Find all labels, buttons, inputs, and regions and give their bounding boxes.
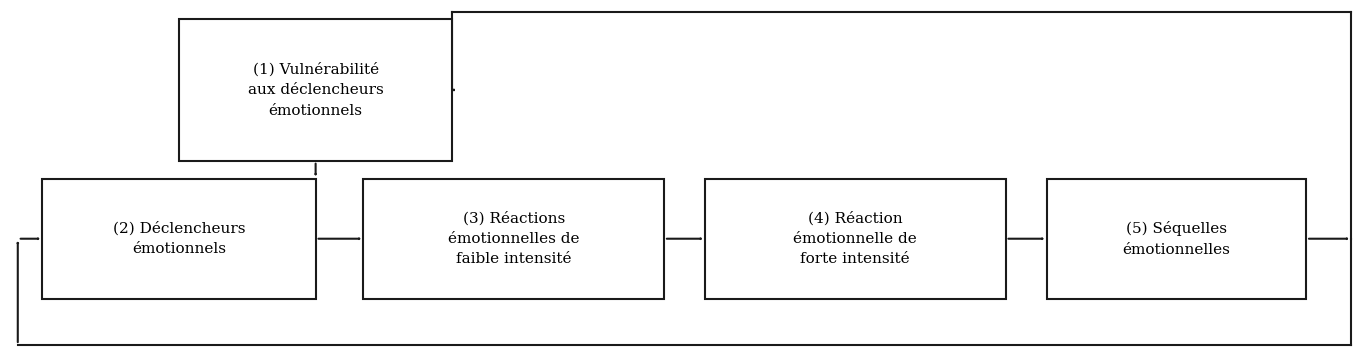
Text: (4) Réaction
émotionnelle de
forte intensité: (4) Réaction émotionnelle de forte inten… <box>794 211 917 266</box>
FancyBboxPatch shape <box>179 19 452 161</box>
Text: (1) Vulnérabilité
aux déclencheurs
émotionnels: (1) Vulnérabilité aux déclencheurs émoti… <box>248 62 383 118</box>
FancyBboxPatch shape <box>1046 178 1306 299</box>
FancyBboxPatch shape <box>42 178 316 299</box>
FancyBboxPatch shape <box>363 178 664 299</box>
FancyBboxPatch shape <box>705 178 1006 299</box>
Text: (3) Réactions
émotionnelles de
faible intensité: (3) Réactions émotionnelles de faible in… <box>448 211 579 266</box>
Text: (2) Déclencheurs
émotionnels: (2) Déclencheurs émotionnels <box>112 221 245 256</box>
Text: (5) Séquelles
émotionnelles: (5) Séquelles émotionnelles <box>1123 221 1231 257</box>
